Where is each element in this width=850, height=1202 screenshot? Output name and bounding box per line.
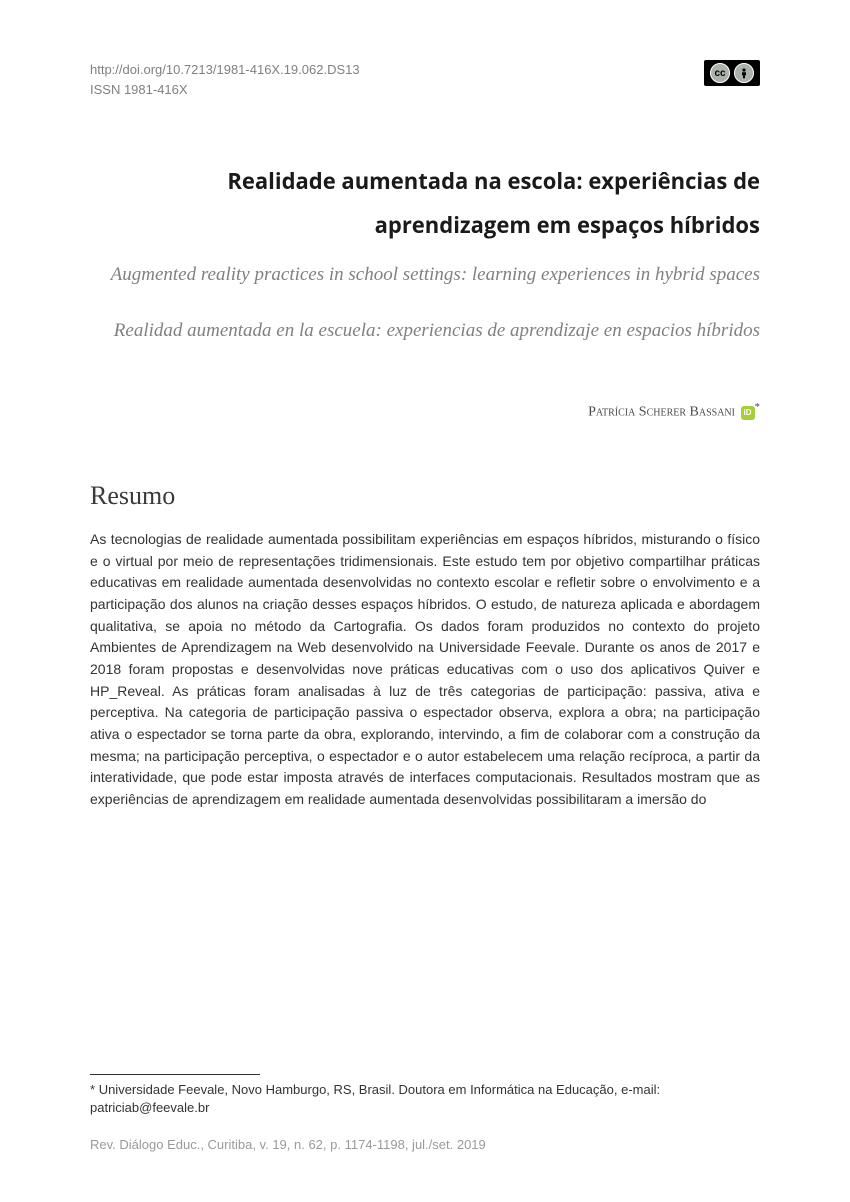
page-container: http://doi.org/10.7213/1981-416X.19.062.… — [0, 0, 850, 1202]
author-line: Patrícia Scherer Bassani * — [90, 401, 760, 421]
title-block: Realidade aumentada na escola: experiênc… — [90, 159, 760, 349]
cc-icon: cc — [710, 63, 730, 83]
article-title-pt: Realidade aumentada na escola: experiênc… — [90, 159, 760, 247]
footnote-mark: * — [90, 1082, 95, 1097]
footnote-block: * Universidade Feevale, Novo Hamburgo, R… — [90, 1081, 760, 1117]
author-middle-name: Scherer — [639, 405, 686, 420]
cc-license-badge[interactable]: cc — [704, 60, 760, 86]
doi-link[interactable]: http://doi.org/10.7213/1981-416X.19.062.… — [90, 60, 360, 80]
by-icon — [734, 63, 754, 83]
footnote-body: Universidade Feevale, Novo Hamburgo, RS,… — [90, 1082, 660, 1115]
author-last-name: Bassani — [690, 405, 735, 420]
header-metadata: http://doi.org/10.7213/1981-416X.19.062.… — [90, 60, 360, 99]
orcid-icon[interactable] — [741, 406, 755, 420]
abstract-body: As tecnologias de realidade aumentada po… — [90, 529, 760, 811]
footer-citation: Rev. Diálogo Educ., Curitiba, v. 19, n. … — [90, 1137, 760, 1152]
footnote-separator — [90, 1074, 260, 1075]
issn-text: ISSN 1981-416X — [90, 80, 360, 100]
author-footnote-marker: * — [755, 401, 761, 413]
header-row: http://doi.org/10.7213/1981-416X.19.062.… — [90, 60, 760, 99]
article-title-es: Realidad aumentada en la escuela: experi… — [90, 313, 760, 349]
abstract-heading: Resumo — [90, 481, 760, 511]
article-title-en: Augmented reality practices in school se… — [90, 257, 760, 293]
author-first-name: Patrícia — [588, 405, 635, 420]
